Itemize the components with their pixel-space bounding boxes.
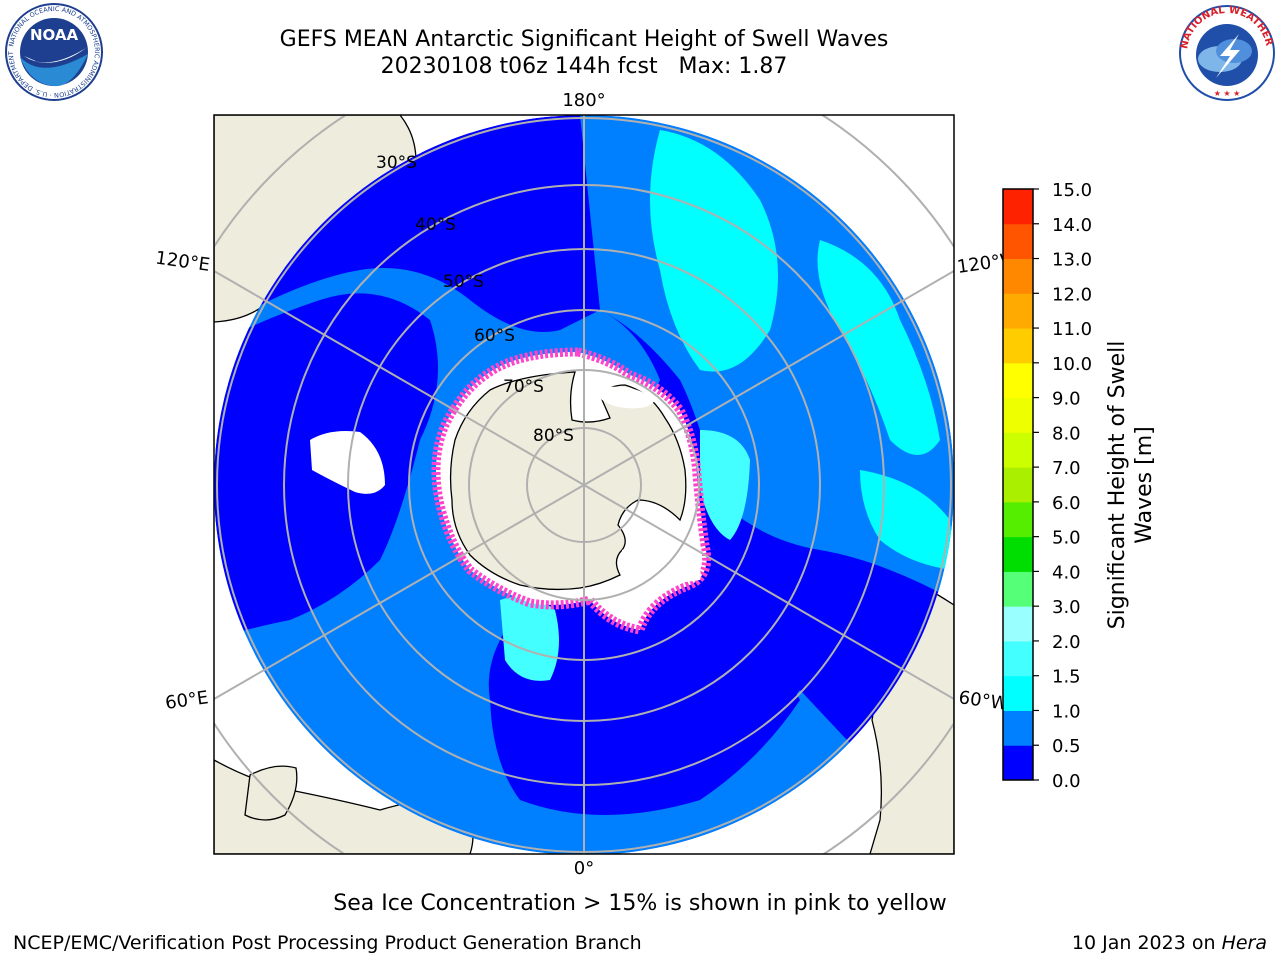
colorbar-tick-label: 10.0 bbox=[1052, 354, 1092, 375]
colorbar-tick-label: 9.0 bbox=[1052, 389, 1081, 410]
colorbar-segment bbox=[1003, 189, 1033, 225]
colorbar-label-line2: Waves [m] bbox=[1132, 426, 1157, 543]
nws-logo: NATIONAL WEATHER SERVICE ★ ★ ★ bbox=[1176, 4, 1275, 101]
colorbar-segment bbox=[1003, 710, 1033, 746]
label-30s: 30°S bbox=[376, 153, 417, 173]
sea-ice-note: Sea Ice Concentration > 15% is shown in … bbox=[333, 891, 947, 916]
colorbar-segment bbox=[1003, 397, 1033, 433]
svg-text:★ ★ ★: ★ ★ ★ bbox=[1214, 89, 1241, 98]
graticule bbox=[214, 115, 954, 854]
swell-high-bellings bbox=[700, 430, 750, 540]
colorbar-segment bbox=[1003, 745, 1033, 781]
colorbar: 0.0 0.5 1.0 1.5 2.0 3.0 4.0 5.0 6.0 7.0 8.0 9.0 10.0… bbox=[1002, 180, 1092, 792]
label-50s: 50°S bbox=[443, 272, 484, 292]
colorbar-tick-label: 13.0 bbox=[1052, 250, 1092, 271]
colorbar-segment bbox=[1003, 328, 1033, 364]
nodata-patch-indian bbox=[310, 431, 385, 494]
colorbar-segment bbox=[1003, 432, 1033, 468]
label-60w: 60°W bbox=[957, 687, 1009, 715]
weddell-ice bbox=[621, 545, 701, 585]
swell-high-south bbox=[500, 596, 559, 681]
colorbar-segment bbox=[1003, 501, 1033, 538]
footer-date-text: 10 Jan 2023 on bbox=[1071, 932, 1222, 954]
colorbar-tick-label: 1.5 bbox=[1052, 667, 1081, 688]
colorbar-tick-label: 0.5 bbox=[1052, 736, 1081, 757]
footer-credit: NCEP/EMC/Verification Post Processing Pr… bbox=[13, 932, 642, 954]
colorbar-tick-label: 14.0 bbox=[1052, 215, 1092, 236]
label-180: 180° bbox=[562, 90, 605, 111]
ross-ice bbox=[595, 386, 655, 409]
label-70s: 70°S bbox=[503, 377, 544, 397]
colorbar-tick-label: 6.0 bbox=[1052, 493, 1081, 514]
footer-date: 10 Jan 2023 on Hera bbox=[1072, 932, 1267, 954]
colorbar-segment bbox=[1003, 606, 1033, 642]
label-60e: 60°E bbox=[164, 687, 210, 714]
label-80s: 80°S bbox=[533, 426, 574, 446]
swell-low-south bbox=[490, 677, 800, 815]
noaa-logo-text: NOAA bbox=[30, 26, 79, 44]
colorbar-tick-label: 2.0 bbox=[1052, 632, 1081, 653]
colorbar-tick-label: 3.0 bbox=[1052, 597, 1081, 618]
colorbar-segment bbox=[1003, 675, 1033, 711]
colorbar-tick-label: 4.0 bbox=[1052, 562, 1081, 583]
label-40s: 40°S bbox=[415, 215, 456, 235]
colorbar-tick-label: 1.0 bbox=[1052, 701, 1081, 722]
colorbar-tick-label: 5.0 bbox=[1052, 528, 1081, 549]
meridian-120w bbox=[583, 270, 954, 486]
antarctica-land bbox=[449, 371, 687, 591]
label-60s: 60°S bbox=[474, 326, 515, 346]
colorbar-tick-label: 12.0 bbox=[1052, 284, 1092, 305]
noaa-logo: NATIONAL OCEANIC AND ATMOSPHERIC ADMINIS… bbox=[2, 2, 103, 101]
map-frame bbox=[213, 114, 955, 855]
colorbar-tick-label: 0.0 bbox=[1052, 771, 1081, 792]
meridian-60w bbox=[583, 484, 954, 700]
colorbar-frame bbox=[1002, 188, 1034, 781]
map-subtitle: 20230108 t06z 144h fcst Max: 1.87 bbox=[380, 54, 788, 79]
footer-host: Hera bbox=[1221, 932, 1267, 954]
colorbar-segment bbox=[1003, 571, 1033, 607]
label-120e: 120°E bbox=[154, 248, 211, 276]
swell-high-east bbox=[817, 240, 940, 455]
swell-high-pacific bbox=[650, 130, 778, 372]
colorbar-segment bbox=[1003, 362, 1033, 399]
colorbar-segment bbox=[1003, 467, 1033, 503]
map-title: GEFS MEAN Antarctic Significant Height o… bbox=[279, 27, 889, 52]
colorbar-segment bbox=[1003, 223, 1033, 260]
colorbar-segment bbox=[1003, 536, 1033, 572]
meridian-120e bbox=[214, 270, 585, 486]
meridian-60e bbox=[214, 484, 585, 700]
colorbar-tick-label: 7.0 bbox=[1052, 458, 1081, 479]
colorbar-segment bbox=[1003, 293, 1033, 329]
colorbar-tick-label: 11.0 bbox=[1052, 319, 1092, 340]
colorbar-segment bbox=[1003, 640, 1033, 677]
colorbar-segment bbox=[1003, 258, 1033, 294]
label-0: 0° bbox=[574, 858, 594, 879]
colorbar-tick-label: 15.0 bbox=[1052, 180, 1092, 201]
colorbar-label-line1: Significant Height of Swell bbox=[1105, 341, 1130, 630]
colorbar-tick-label: 8.0 bbox=[1052, 423, 1081, 444]
